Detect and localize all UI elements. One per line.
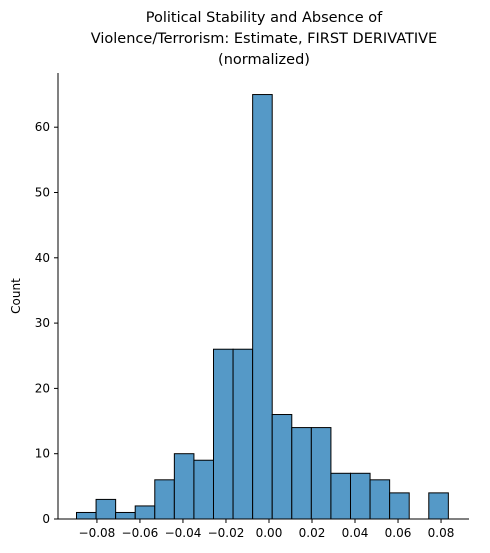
bar: [212, 348, 234, 520]
chart-title: Political Stability and Absence of: [146, 10, 383, 26]
bar: [252, 94, 273, 520]
bar: [310, 427, 332, 520]
x-tick-label: −0.08: [79, 526, 116, 540]
x-tick-label: 0.08: [428, 526, 455, 540]
bar: [389, 492, 410, 520]
x-tick-label: 0.00: [256, 526, 283, 540]
bar: [115, 511, 136, 520]
y-tick-label: 20: [35, 381, 50, 395]
bar: [369, 479, 391, 520]
x-tick-label: −0.02: [208, 526, 245, 540]
chart-title: Violence/Terrorism: Estimate, FIRST DERI…: [91, 31, 437, 47]
x-tick-label: 0.06: [385, 526, 412, 540]
y-tick-label: 0: [42, 512, 50, 526]
x-tick-label: −0.04: [165, 526, 202, 540]
bar: [75, 511, 97, 520]
x-tick-label: 0.04: [342, 526, 369, 540]
y-tick-label: 30: [35, 316, 50, 330]
bar: [349, 472, 371, 520]
bar: [330, 472, 351, 520]
x-tick-label: −0.06: [122, 526, 159, 540]
bar: [291, 427, 312, 520]
chart-title: (normalized): [218, 52, 310, 68]
y-tick-label: 50: [35, 185, 50, 199]
bar: [428, 492, 449, 520]
bar: [173, 453, 195, 520]
y-tick-label: 60: [35, 120, 50, 134]
bar: [271, 414, 293, 520]
y-tick-label: 10: [35, 447, 50, 461]
bar: [134, 505, 156, 520]
bar: [193, 459, 214, 520]
bar: [232, 348, 254, 520]
bar: [154, 479, 175, 520]
y-tick-label: 40: [35, 251, 50, 265]
y-axis-label: Count: [9, 278, 23, 314]
bar: [95, 498, 117, 520]
x-tick-label: 0.02: [299, 526, 326, 540]
